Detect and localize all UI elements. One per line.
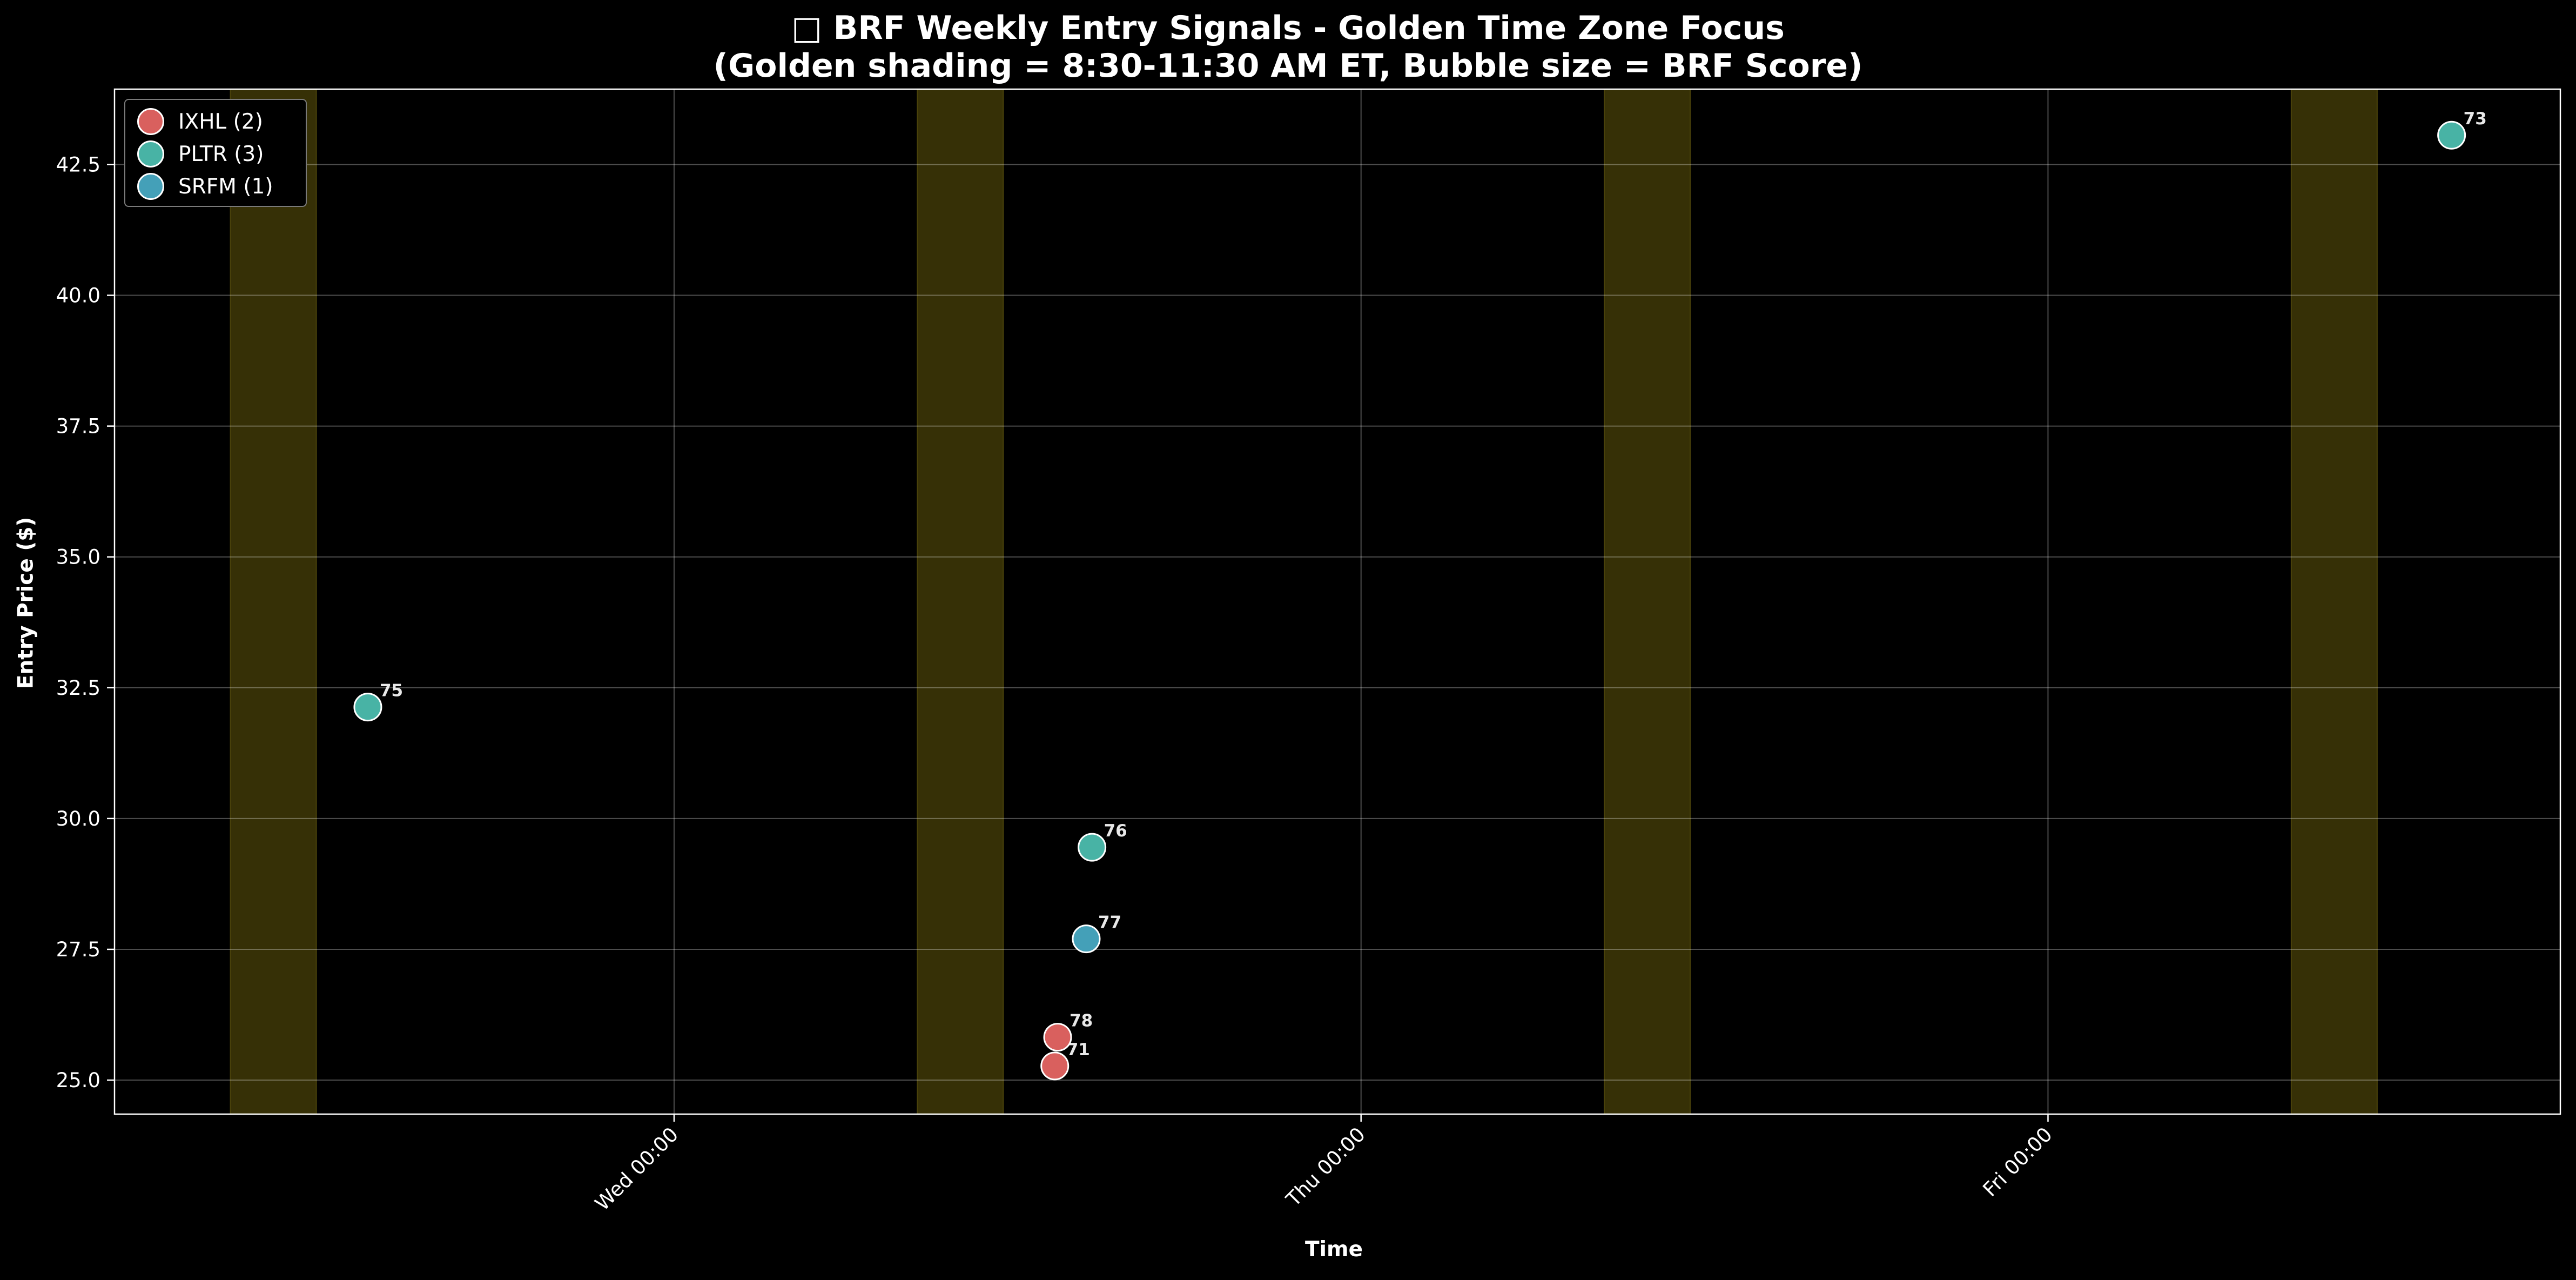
y-tick-label: 25.0 xyxy=(56,1069,100,1092)
golden-zone-3 xyxy=(1604,89,1691,1115)
point-ixhl xyxy=(1040,1051,1070,1081)
chart-subtitle: (Golden shading = 8:30-11:30 AM ET, Bubb… xyxy=(713,47,1863,85)
point-srfm xyxy=(1072,924,1101,954)
point-ixhl xyxy=(1043,1023,1072,1052)
point-score-label: 73 xyxy=(2464,109,2487,129)
x-tick-label: Fri 00:00 xyxy=(1979,1123,2057,1201)
golden-zone-1 xyxy=(230,89,317,1115)
point-score-label: 76 xyxy=(1104,821,1127,841)
point-score-label: 77 xyxy=(1098,913,1121,933)
y-tick-label: 37.5 xyxy=(56,415,100,438)
point-pltr xyxy=(1078,833,1107,862)
legend-label-ixhl: IXHL (2) xyxy=(178,109,263,134)
y-tick-label: 32.5 xyxy=(56,676,100,700)
legend-label-srfm: SRFM (1) xyxy=(178,174,273,199)
x-tick-label: Thu 00:00 xyxy=(1281,1123,1370,1211)
legend-marker-pltr xyxy=(137,140,164,167)
legend-marker-srfm xyxy=(137,173,164,200)
point-score-label: 75 xyxy=(380,681,403,701)
point-score-label: 78 xyxy=(1070,1011,1093,1031)
point-pltr xyxy=(353,693,382,722)
golden-zones xyxy=(230,89,2378,1115)
golden-zone-4 xyxy=(2290,89,2378,1115)
legend: IXHL (2) PLTR (3) SRFM (1) xyxy=(124,99,307,207)
y-tick-label: 30.0 xyxy=(56,807,100,830)
y-tick-label: 40.0 xyxy=(56,284,100,307)
golden-zone-2 xyxy=(917,89,1004,1115)
point-pltr xyxy=(2437,120,2466,150)
legend-item-pltr: PLTR (3) xyxy=(137,139,264,169)
legend-item-srfm: SRFM (1) xyxy=(137,171,273,202)
x-axis-label: Time xyxy=(1305,1237,1363,1262)
chart-title: □ BRF Weekly Entry Signals - Golden Time… xyxy=(791,9,1785,47)
y-tick-label: 42.5 xyxy=(56,153,100,176)
y-tick-label: 35.0 xyxy=(56,546,100,569)
y-axis-label: Entry Price ($) xyxy=(14,517,38,689)
legend-marker-ixhl xyxy=(137,108,164,135)
plot-frame xyxy=(113,88,2561,1115)
grid-lines xyxy=(115,89,2560,1114)
legend-label-pltr: PLTR (3) xyxy=(178,142,264,166)
y-tick-label: 27.5 xyxy=(56,938,100,961)
x-tick-label: Wed 00:00 xyxy=(590,1123,683,1215)
legend-item-ixhl: IXHL (2) xyxy=(137,106,263,137)
